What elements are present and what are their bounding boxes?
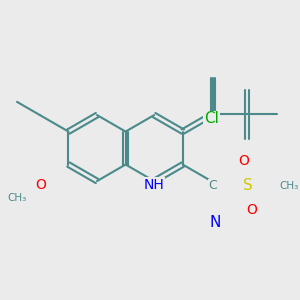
Text: N: N bbox=[210, 214, 221, 230]
Text: Cl: Cl bbox=[204, 112, 219, 127]
Text: S: S bbox=[242, 178, 252, 193]
Text: O: O bbox=[246, 203, 257, 218]
Text: O: O bbox=[35, 178, 46, 192]
Text: C: C bbox=[208, 179, 217, 192]
Text: NH: NH bbox=[144, 178, 164, 192]
Text: CH₃: CH₃ bbox=[279, 181, 298, 191]
Text: CH₃: CH₃ bbox=[8, 193, 27, 203]
Text: O: O bbox=[238, 154, 249, 168]
